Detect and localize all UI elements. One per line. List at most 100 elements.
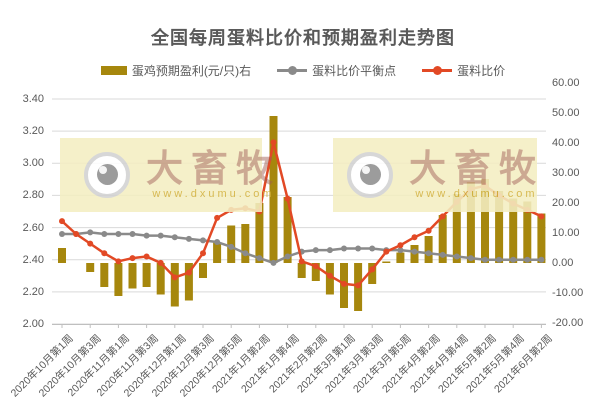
series-marker [200,237,206,244]
series-marker [115,258,122,265]
series-marker [453,253,460,260]
profit-bar [156,263,165,295]
profit-bar [213,242,222,263]
series-marker [59,231,65,237]
series-marker [200,250,206,257]
series-marker [397,242,404,249]
watermark-url: www.dxumu.com [415,187,538,200]
profit-bar [297,263,306,278]
legend: 蛋鸡预期盈利(元/只)右 蛋料比价平衡点 蛋料比价 [0,62,606,79]
left-axis-tick-label: 2.40 [22,253,44,266]
series-marker [482,256,488,263]
watermark-url: www.dxumu.com [152,187,275,200]
series-marker [369,245,376,252]
series-marker [439,251,446,258]
series-marker [228,243,235,250]
profit-bar [114,263,123,296]
series-marker [101,250,108,257]
left-axis-tick-label: 3.20 [22,125,44,138]
series-marker [538,256,545,263]
series-marker [355,282,362,289]
profit-bar [241,224,250,263]
series-marker [73,231,80,237]
series-marker [242,250,249,257]
series-marker [143,232,150,239]
left-axis-tick-label: 2.20 [22,285,44,298]
profit-bar [86,263,95,272]
right-axis-tick-label: 20.00 [552,197,580,209]
series-marker [256,255,263,262]
eye-logo-icon [347,152,393,198]
right-axis-tick-label: 10.00 [552,227,580,239]
profit-bar [438,215,447,263]
series-marker [157,232,164,239]
series-marker [87,240,94,247]
series-marker [59,218,65,225]
right-axis-tick-label: 60.00 [552,77,580,89]
series-marker [355,245,362,252]
right-axis-tick-label: 30.00 [552,167,580,179]
series-marker [425,250,432,257]
series-marker [185,235,192,242]
legend-label-balance: 蛋料比价平衡点 [312,64,397,78]
series-marker [270,139,277,146]
series-marker [411,234,418,241]
profit-bar [58,248,66,263]
profit-bar [466,182,475,263]
profit-bar [255,203,264,263]
legend-item-balance: 蛋料比价平衡点 [277,62,396,79]
profit-bar [523,201,532,263]
chart-title: 全国每周蛋料比价和预期盈利走势图 [151,28,455,48]
profit-bar [481,179,489,263]
series-marker [326,247,333,254]
series-marker [157,259,164,266]
legend-item-profit: 蛋鸡预期盈利(元/只)右 [100,62,252,79]
profit-bar [199,263,207,278]
profit-bar [424,236,433,263]
profit-bar [184,263,193,301]
left-axis-tick-label: 2.00 [22,318,44,330]
left-axis-tick-label: 3.40 [22,93,44,105]
series-marker [171,234,178,241]
series-marker [185,269,192,276]
profit-bar [495,191,504,263]
profit-bar [382,261,391,263]
profit-bar [452,194,461,263]
bar-swatch-icon [100,66,127,75]
profit-bar [396,252,405,263]
legend-label-profit: 蛋鸡预期盈利(元/只)右 [131,64,252,78]
profit-bar [311,263,320,281]
series-marker [312,247,319,254]
series-marker [397,247,404,254]
series-marker [467,255,474,262]
profit-bar [368,263,377,284]
series-marker [214,214,221,221]
watermark-brand: 大畜牧 [146,147,281,189]
watermark-brand: 大畜牧 [409,147,544,189]
right-axis-tick-label: 40.00 [552,137,580,149]
series-marker [298,258,305,265]
left-axis-tick-label: 3.00 [22,157,44,170]
series-marker [87,229,94,236]
series-marker [411,248,418,255]
legend-label-ratio: 蛋料比价 [457,64,506,78]
series-marker [510,256,517,263]
red-line-swatch-icon [422,66,453,75]
right-axis-tick-label: -20.00 [552,317,584,329]
profit-bar [537,213,546,263]
watermark-right: 大畜牧 www.dxumu.com [333,138,537,212]
profit-bar [269,116,278,263]
series-marker [115,231,122,237]
series-marker [496,256,503,263]
right-axis-tick-label: 0.00 [552,257,574,269]
left-axis-tick-label: 2.80 [22,189,44,202]
profit-bar [100,263,109,287]
profit-bar [142,263,151,287]
series-marker [143,253,150,260]
series-marker [383,248,390,255]
series-marker [214,239,221,246]
series-marker [439,213,446,220]
gray-line-swatch-icon [277,66,308,75]
series-marker [425,227,432,234]
